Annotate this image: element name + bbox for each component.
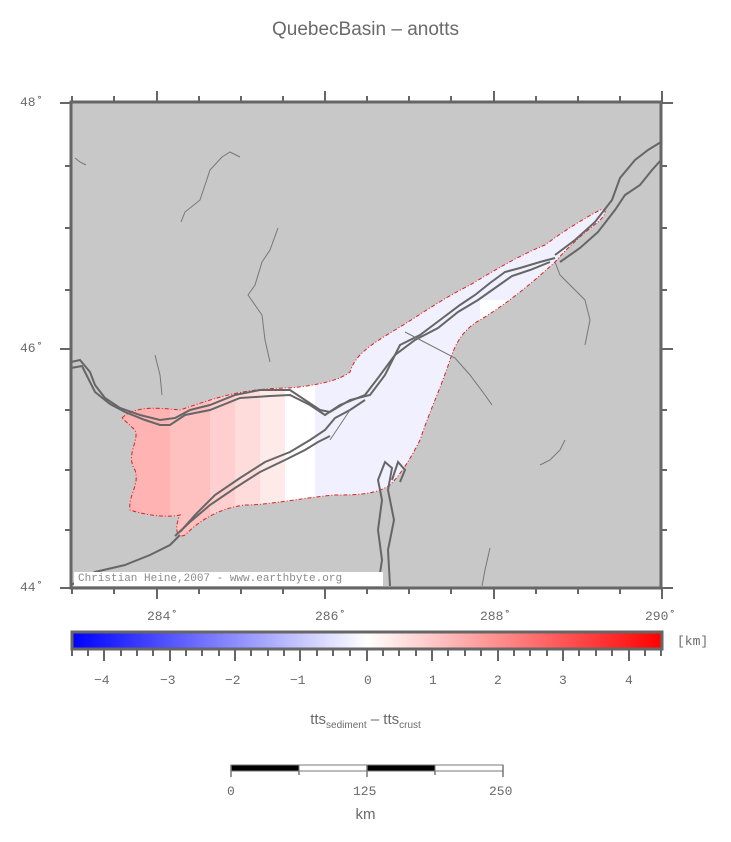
colorbar-tick-label: −3 [160,673,176,688]
lon-label-286: 286˚ [315,609,347,624]
colorbar-unit: [km] [677,634,709,649]
lat-label-44: 44˚ [20,580,44,595]
lon-label-284: 284˚ [147,609,179,624]
colorbar-tick-label: 2 [494,673,502,688]
colorbar-ticks [71,650,662,661]
lat-label-48: 48˚ [20,95,44,110]
map-title: QuebecBasin – anotts [272,19,459,40]
colorbar [70,630,664,651]
colorbar-tick-label: −4 [94,673,110,688]
colorbar-tick-label: 4 [625,673,633,688]
lon-label-288: 288˚ [480,609,512,624]
basin-outline [121,209,606,537]
colorbar-tick-label: −2 [225,673,241,688]
scalebar-label-125: 125 [353,784,377,799]
colorbar-tick-label: 1 [429,673,437,688]
lon-label-290: 290˚ [645,609,677,624]
colorbar-tick-label: 0 [364,673,372,688]
colorbar-tick-label: −1 [290,673,306,688]
rivers [74,151,591,587]
colorbar-tick-label: 3 [559,673,567,688]
axis-ticks [60,91,673,599]
map-credit: Christian Heine,2007 - www.earthbyte.org [74,572,383,586]
lat-label-46: 46˚ [20,341,44,356]
scalebar-unit: km [355,806,376,823]
scalebar [230,764,504,777]
scalebar-label-250: 250 [489,784,513,799]
coastlines [70,141,662,587]
colorbar-title: ttssediment – ttscrust [310,711,421,731]
scalebar-label-0: 0 [227,784,235,799]
